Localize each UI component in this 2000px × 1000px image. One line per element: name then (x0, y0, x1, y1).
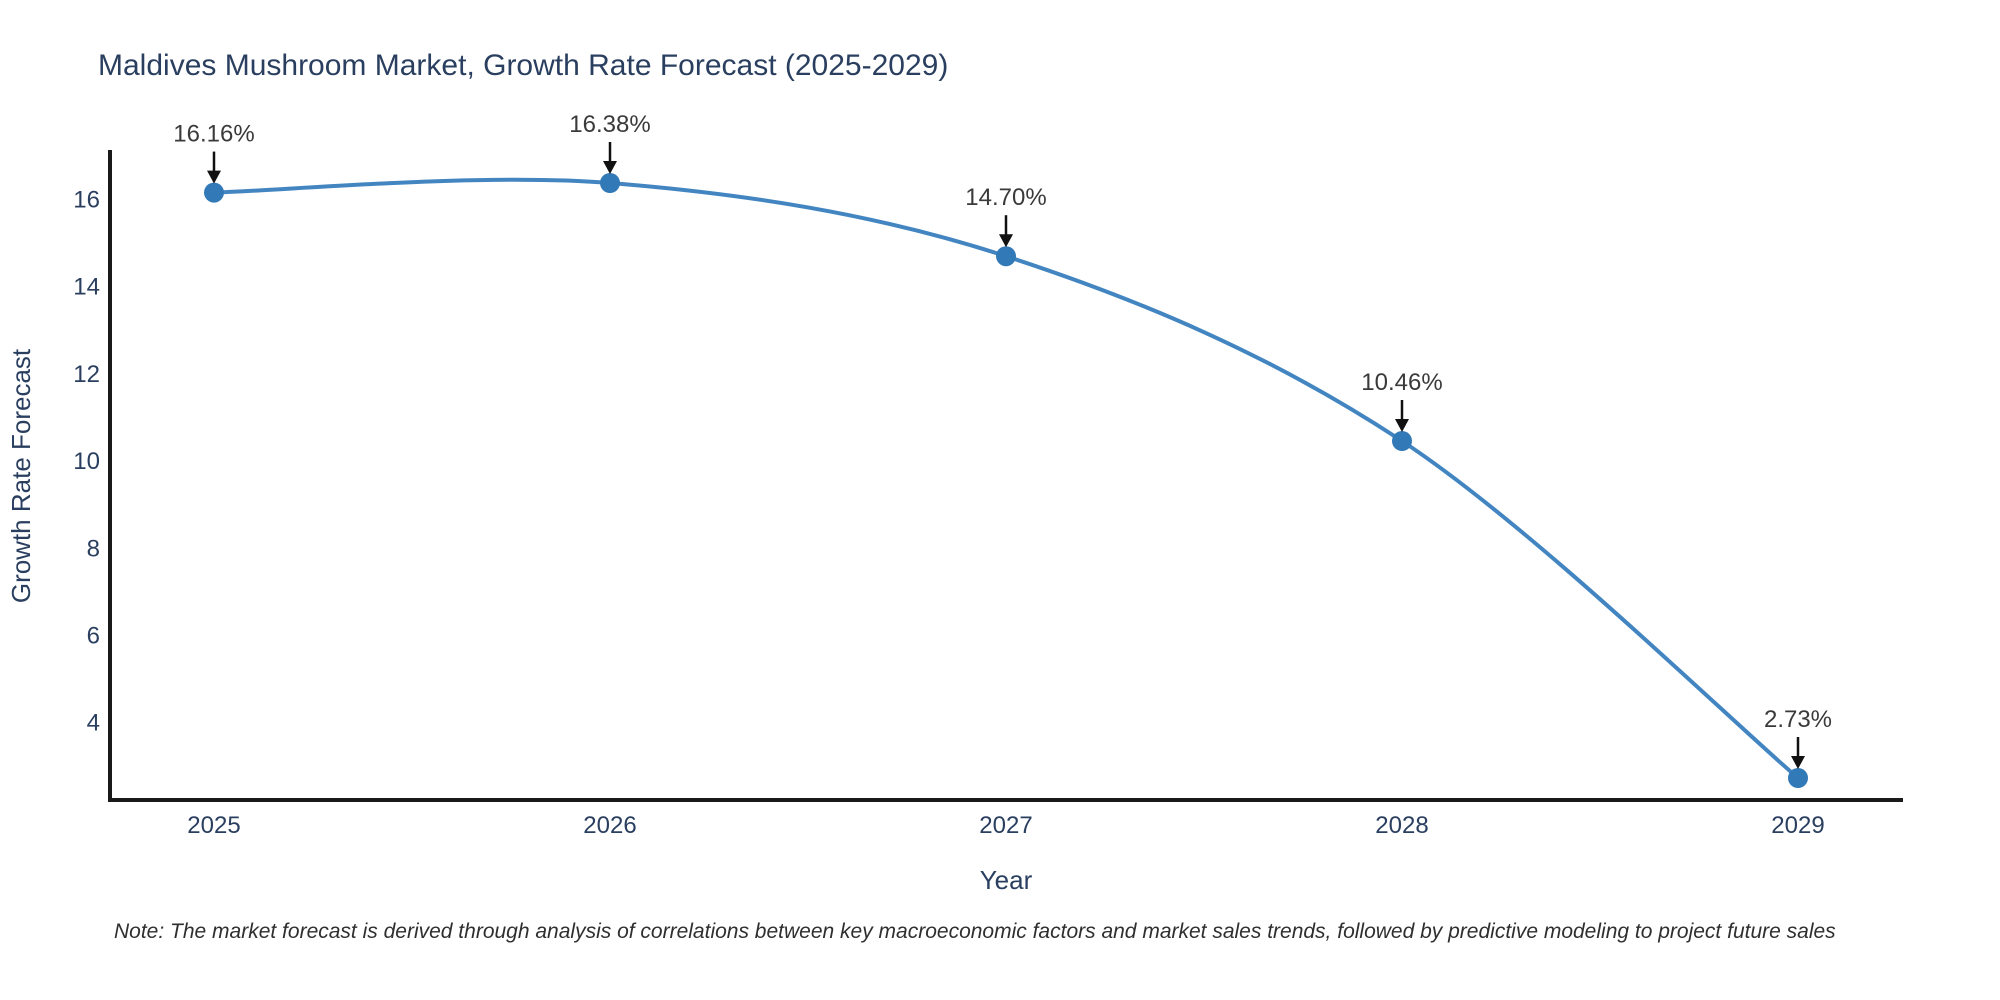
data-point-marker[interactable] (1788, 768, 1808, 788)
data-point-marker[interactable] (600, 173, 620, 193)
x-tick-label: 2029 (1771, 812, 1824, 839)
chart-title: Maldives Mushroom Market, Growth Rate Fo… (98, 49, 948, 82)
axes: 4 6 8 10 12 14 16 2025 2026 2027 2028 2029 (73, 150, 1903, 839)
data-label: 16.16% (173, 121, 254, 148)
data-point-marker[interactable] (1392, 431, 1412, 451)
data-label: 16.38% (569, 111, 650, 138)
y-tick-label: 14 (73, 274, 100, 301)
data-point-marker[interactable] (996, 246, 1016, 267)
data-label: 10.46% (1361, 369, 1442, 396)
data-point-marker[interactable] (204, 182, 224, 203)
footnote: Note: The market forecast is derived thr… (114, 920, 1836, 943)
y-axis-title: Growth Rate Forecast (6, 348, 36, 603)
y-tick-label: 6 (87, 622, 100, 649)
y-tick-label: 16 (73, 187, 100, 214)
annotation-arrowhead (1791, 756, 1805, 769)
y-tick-label: 12 (73, 361, 100, 388)
x-tick-label: 2028 (1375, 812, 1428, 839)
annotation-arrowhead (999, 234, 1013, 248)
annotations: 16.16% 16.38% 14.70% 10.46% 2.73% (173, 111, 1832, 769)
annotation-arrowhead (1395, 419, 1409, 432)
forecast-series (204, 173, 1808, 788)
x-tick-label: 2027 (979, 812, 1032, 839)
y-tick-label: 10 (73, 448, 100, 475)
y-tick-label: 8 (87, 535, 100, 562)
x-axis-title: Year (980, 865, 1033, 895)
forecast-line (213, 177, 1800, 780)
data-label: 2.73% (1764, 706, 1832, 733)
annotation-arrowhead (207, 170, 221, 184)
data-label: 14.70% (965, 184, 1046, 211)
y-tick-label: 4 (87, 710, 100, 737)
annotation-arrowhead (603, 161, 617, 174)
x-tick-label: 2026 (583, 812, 636, 839)
x-tick-label: 2025 (187, 812, 240, 839)
